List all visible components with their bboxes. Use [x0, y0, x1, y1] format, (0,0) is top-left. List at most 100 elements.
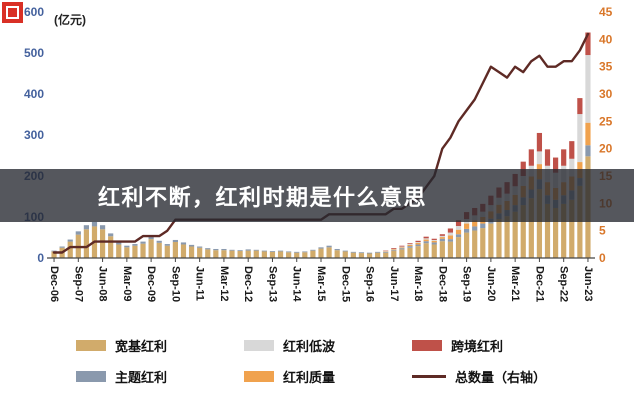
- legend-label: 宽基红利: [115, 339, 168, 354]
- bar-segment: [423, 241, 429, 244]
- svg-text:600: 600: [24, 5, 44, 19]
- bar-segment: [180, 242, 187, 245]
- x-tick-label: Mar-09: [121, 266, 133, 301]
- bar-segment: [415, 244, 421, 247]
- bar-segment: [358, 253, 365, 258]
- bar-segment: [91, 221, 98, 227]
- x-tick-label: Mar-12: [218, 266, 230, 301]
- x-tick-label: Dec-06: [48, 266, 60, 302]
- logo-glyph: [6, 6, 19, 19]
- bar-segment: [544, 203, 551, 258]
- bar-segment: [116, 244, 122, 258]
- svg-text:35: 35: [599, 60, 613, 74]
- bar-segment: [140, 243, 146, 258]
- bar-segment: [229, 250, 235, 258]
- bar-segment: [188, 244, 195, 247]
- bar-segment: [334, 248, 340, 251]
- bar-segment: [172, 239, 178, 243]
- bar-segment: [431, 244, 437, 258]
- legend-swatch: [76, 371, 106, 382]
- x-tick-label: Dec-18: [436, 266, 448, 302]
- bar-segment: [148, 236, 154, 240]
- bar-segment: [577, 98, 583, 115]
- bar-segment: [439, 241, 445, 258]
- bar-segment: [375, 252, 381, 258]
- bar-segment: [197, 247, 203, 258]
- x-tick-label: Jun-14: [291, 266, 303, 302]
- bar-segment: [504, 216, 510, 258]
- bar-segment: [294, 251, 300, 253]
- bar-segment: [245, 249, 251, 251]
- bar-segment: [302, 251, 308, 253]
- legend-item-3: 跨境红利: [412, 336, 594, 355]
- legend-label: 总数量（右轴）: [455, 370, 547, 385]
- left-axis-labels: 0100200300400500600: [24, 5, 44, 265]
- bar-segment: [399, 245, 405, 247]
- bar-segment: [261, 251, 267, 258]
- bar-segment: [269, 251, 276, 252]
- bar-segment: [318, 247, 324, 249]
- bar-segment: [310, 250, 316, 258]
- bar-segment: [585, 55, 591, 123]
- bar-segment: [423, 243, 429, 258]
- red-logo-icon: [2, 2, 23, 23]
- bar-segment: [140, 241, 146, 244]
- bar-segment: [569, 141, 575, 159]
- svg-text:30: 30: [599, 87, 613, 101]
- svg-text:0: 0: [37, 251, 44, 265]
- bar-segment: [269, 251, 276, 258]
- svg-text:400: 400: [24, 87, 44, 101]
- bar-segment: [67, 241, 73, 258]
- bar-segment: [415, 246, 421, 258]
- legend-label: 红利质量: [283, 370, 336, 385]
- bar-segment: [431, 240, 437, 243]
- bar-segment: [528, 198, 534, 258]
- legend-swatch: [76, 340, 106, 351]
- bar-segment: [156, 240, 162, 243]
- x-tick-label: Sep-07: [72, 266, 84, 302]
- bar-segment: [391, 248, 397, 249]
- bar-segment: [455, 220, 462, 227]
- bar-segment: [205, 249, 211, 258]
- bars-group: [51, 32, 591, 258]
- svg-text:25: 25: [599, 114, 613, 128]
- bar-segment: [221, 250, 227, 258]
- bar-segment: [124, 245, 130, 248]
- bar-segment: [197, 246, 203, 248]
- bar-segment: [383, 251, 389, 253]
- bar-segment: [366, 253, 373, 258]
- svg-text:300: 300: [24, 128, 44, 142]
- x-tick-label: Sep-22: [558, 266, 570, 302]
- bar-segment: [415, 242, 421, 245]
- x-tick-label: Jun-20: [485, 266, 497, 301]
- bar-segment: [399, 247, 405, 249]
- x-tick-label: Mar-21: [509, 266, 521, 301]
- bar-segment: [180, 244, 187, 258]
- bar-segment: [350, 252, 356, 258]
- bar-segment: [431, 239, 437, 241]
- bar-segment: [577, 114, 583, 163]
- bar-segment: [544, 149, 551, 166]
- bar-segment: [464, 232, 470, 258]
- bar-segment: [164, 245, 170, 258]
- bar-segment: [536, 132, 543, 152]
- x-tick-label: Jun-08: [97, 266, 109, 301]
- bar-segment: [51, 251, 57, 258]
- bar-segment: [221, 248, 227, 251]
- bar-segment: [447, 228, 454, 233]
- bar-segment: [237, 250, 243, 252]
- legend-swatch: [412, 375, 446, 378]
- bar-segment: [407, 243, 413, 245]
- x-tick-label: Dec-21: [533, 266, 545, 302]
- svg-text:500: 500: [24, 46, 44, 60]
- bar-segment: [375, 251, 381, 253]
- bar-segment: [124, 247, 130, 258]
- right-axis-labels: 051015202530354045: [599, 5, 613, 265]
- bar-segment: [455, 237, 462, 258]
- bar-segment: [407, 247, 413, 258]
- bar-segment: [108, 236, 114, 258]
- bar-segment: [399, 246, 405, 248]
- bar-segment: [172, 242, 178, 258]
- bar-segment: [399, 248, 405, 250]
- bar-segment: [447, 232, 454, 236]
